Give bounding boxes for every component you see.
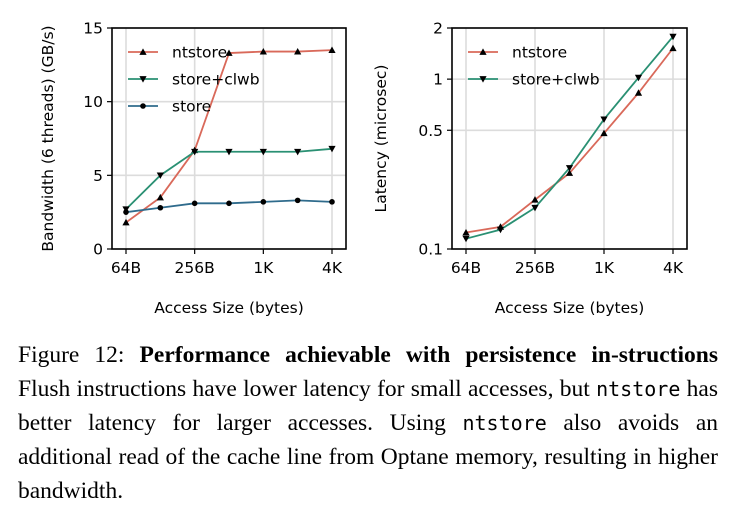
data-point-store-clwb [225, 148, 233, 156]
figure-charts: 64B 256B 1K 4K 0 5 10 15 Access Size (bytes) Band… [39, 20, 688, 317]
x-tick-label: 1K [253, 259, 274, 277]
caption-text-3: also avoids an additional read of the ca… [18, 410, 718, 504]
data-point-ntstore [531, 196, 539, 203]
data-point-store [329, 199, 335, 205]
y-tick-label: 0.5 [418, 122, 443, 140]
x-axis-label: Access Size (bytes) [154, 299, 304, 317]
caption-code-1: ntstore [596, 377, 681, 401]
x-axis-label: Access Size (bytes) [495, 299, 645, 317]
data-point-store [226, 200, 232, 207]
data-point-ntstore [462, 228, 470, 236]
y-tick-label: 5 [93, 167, 103, 185]
data-point-store [191, 200, 198, 207]
data-point-ntstore [600, 129, 608, 137]
legend-label: ntstore [512, 44, 567, 62]
legend-marker [140, 103, 146, 109]
plot-frame [111, 27, 347, 250]
data-point-ntstore [122, 218, 130, 226]
y-tick-label: 15 [83, 20, 103, 38]
data-point-store-clwb [328, 145, 336, 153]
data-point-store-clwb [531, 204, 539, 212]
plot-frame [451, 27, 688, 250]
data-point-store-clwb [259, 148, 267, 156]
data-point-store-clwb [191, 148, 199, 156]
legend-label: store+clwb [512, 71, 600, 89]
data-point-store-clwb [565, 165, 574, 172]
data-point-store [123, 209, 129, 215]
data-point-store-clwb [600, 116, 608, 123]
y-tick-label: 0.1 [418, 241, 443, 259]
legend-marker [479, 76, 487, 83]
figure: 64B 256B 1K 4K 0 5 10 15 Access Size (bytes) Band… [39, 20, 688, 317]
x-tick-label: 256B [515, 259, 555, 277]
data-point-store [157, 204, 164, 211]
data-point-store [294, 197, 301, 204]
bandwidth-chart: 64B 256B 1K 4K 0 5 10 15 Access Size (bytes) Band… [39, 20, 347, 317]
data-point-ntstore [565, 169, 574, 176]
x-tick-label: 256B [175, 259, 215, 277]
legend-label: store+clwb [172, 71, 260, 89]
legend-marker [479, 48, 487, 55]
y-tick-label: 2 [433, 20, 443, 38]
y-tick-label: 10 [83, 93, 103, 111]
caption-text-1: Flush instructions have lower latency fo… [18, 376, 597, 402]
x-tick-label: 4K [663, 259, 684, 277]
data-point-ntstore [156, 193, 164, 201]
y-tick-label: 1 [433, 71, 443, 89]
x-tick-label: 4K [322, 259, 343, 277]
data-point-store-clwb [156, 172, 164, 179]
data-point-store-clwb [496, 226, 505, 234]
latency-chart: 64B 256B 1K 4K 0.1 0.5 1 2 Access Size (bytes) La… [372, 20, 688, 317]
data-point-ntstore [669, 44, 677, 52]
figure-caption: Figure 12: Performance achievable with p… [18, 338, 718, 508]
legend-label: store [172, 98, 211, 116]
series-line-store-clwb [465, 36, 674, 240]
legend-label: ntstore [172, 44, 227, 62]
data-point-ntstore [225, 49, 233, 56]
data-point-ntstore [328, 46, 336, 53]
caption-prefix: Figure 12: [18, 342, 140, 368]
data-point-store-clwb [462, 235, 470, 243]
x-tick-label: 64B [451, 259, 481, 277]
y-axis-label: Latency (microsec) [372, 65, 390, 213]
data-point-store-clwb [669, 33, 677, 41]
data-point-store-clwb [634, 74, 643, 82]
data-point-ntstore [294, 47, 302, 55]
data-point-ntstore [634, 89, 643, 96]
x-tick-label: 64B [111, 259, 141, 277]
legend-marker [139, 48, 147, 55]
x-tick-label: 1K [594, 259, 615, 277]
caption-text-2: has better latency for larger accesses. … [18, 376, 718, 436]
caption-title: Performance achievable with persistence … [139, 342, 718, 368]
data-point-store [260, 199, 267, 205]
caption-code-2: ntstore [462, 411, 547, 435]
data-point-ntstore [259, 47, 267, 55]
y-tick-label: 0 [93, 241, 103, 259]
data-point-store-clwb [294, 148, 302, 156]
y-axis-label: Bandwidth (6 threads) (GB/s) [39, 25, 57, 251]
legend-marker [139, 76, 147, 83]
